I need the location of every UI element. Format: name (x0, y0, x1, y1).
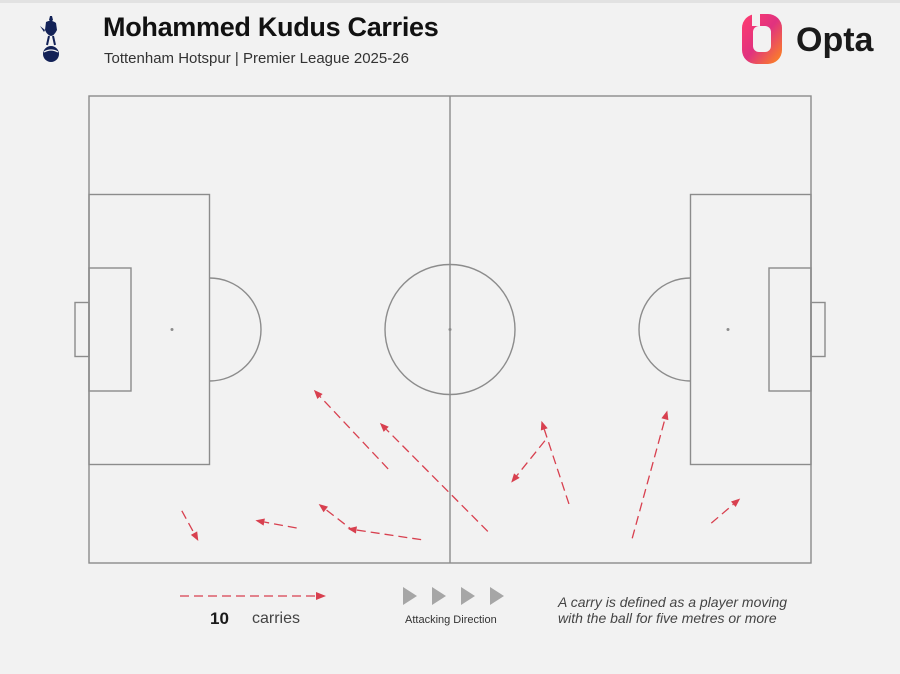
chart-subtitle: Tottenham Hotspur | Premier League 2025-… (104, 50, 409, 67)
carry-2 (255, 518, 297, 529)
direction-triangle-icon (461, 587, 475, 605)
carry-5 (313, 389, 389, 470)
attacking-direction-label: Attacking Direction (405, 614, 497, 626)
carry-arrowhead (190, 531, 199, 542)
opta-wordmark: Opta (796, 21, 875, 59)
carry-arrowhead (730, 498, 741, 508)
note-line-1: A carry is defined as a player moving (558, 594, 788, 610)
legend-carry-arrow (180, 592, 326, 600)
carry-line (710, 503, 734, 524)
carry-count: 10 (210, 609, 229, 628)
carry-arrowhead (347, 526, 357, 534)
left-goal (74, 301, 90, 358)
carry-line (356, 529, 422, 541)
carry-1 (181, 510, 199, 542)
right-six-yard-box (768, 267, 812, 392)
left-penalty-arc (209, 277, 262, 382)
opta-logo: Opta (742, 12, 875, 64)
carry-line (543, 429, 570, 505)
carry-arrowhead (540, 420, 548, 431)
carry-line (385, 428, 489, 532)
carry-10 (710, 498, 741, 524)
carry-7 (540, 420, 570, 505)
pitch-markings (74, 95, 826, 564)
carry-arrowhead (255, 518, 265, 526)
carry-line (516, 440, 546, 477)
direction-triangle-icon (403, 587, 417, 605)
carry-arrowhead (511, 473, 520, 483)
left-penalty-spot (170, 328, 174, 331)
carry-6 (379, 422, 489, 532)
centre-spot (448, 328, 452, 331)
right-penalty-spot (726, 328, 730, 331)
carry-count-label: carries (252, 610, 301, 627)
carry-9 (631, 410, 669, 539)
direction-triangle-icon (490, 587, 504, 605)
carry-line (319, 396, 389, 470)
carry-arrowhead (379, 422, 389, 432)
cockerel-crest-icon (40, 16, 59, 62)
left-six-yard-box (88, 267, 132, 392)
carry-4 (347, 526, 422, 541)
right-penalty-area (689, 193, 812, 466)
carry-line (631, 419, 666, 539)
direction-triangle-icon (432, 587, 446, 605)
attacking-direction-arrows (403, 587, 504, 605)
carry-definition-note: A carry is defined as a player moving wi… (558, 594, 858, 626)
note-line-2: with the ball for five metres or more (558, 610, 777, 626)
chart-title: Mohammed Kudus Carries (103, 12, 439, 42)
carry-arrowhead (661, 410, 669, 421)
carry-8 (511, 440, 546, 483)
top-border (0, 0, 900, 3)
right-goal (810, 301, 826, 358)
carries-layer (181, 389, 741, 542)
right-penalty-arc (638, 277, 691, 382)
carry-arrowhead (318, 503, 328, 513)
carry-line (181, 510, 195, 534)
centre-circle (384, 263, 516, 396)
carry-line (264, 521, 297, 529)
left-penalty-area (88, 193, 211, 466)
carry-arrowhead (313, 389, 323, 399)
